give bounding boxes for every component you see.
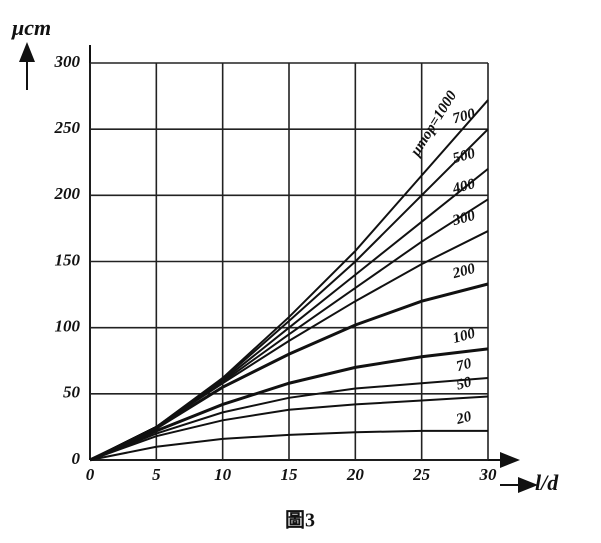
x-tick-label: 25 (412, 465, 431, 484)
x-tick-label: 0 (86, 465, 95, 484)
series-label: 400 (450, 176, 477, 198)
x-tick-label: 5 (152, 465, 161, 484)
series-label: 100 (451, 326, 477, 347)
y-tick-label: 50 (63, 383, 81, 402)
y-tick-label: 0 (72, 449, 81, 468)
x-tick-label: 20 (346, 465, 365, 484)
y-tick-label: 150 (55, 250, 81, 269)
series-label: μтор=1000 (407, 88, 460, 160)
series-line (89, 347, 489, 462)
series-label: 20 (454, 409, 474, 429)
y-tick-label: 100 (55, 317, 81, 336)
series-label: 700 (451, 106, 477, 127)
series-line (89, 429, 488, 461)
series-line (89, 282, 489, 462)
series-label: 50 (455, 374, 474, 393)
series-label: 500 (451, 146, 477, 167)
x-tick-label: 15 (281, 465, 299, 484)
series-label: 300 (450, 208, 477, 230)
x-tick-label: 30 (479, 465, 498, 484)
y-tick-label: 250 (54, 118, 81, 137)
series-line (89, 395, 489, 461)
y-tick-label: 300 (54, 52, 81, 71)
series-line (89, 376, 489, 461)
x-axis-label: l/d (535, 470, 559, 495)
y-axis-label: μст (11, 15, 51, 40)
series-label: 70 (455, 356, 474, 375)
series-label: 200 (450, 261, 477, 283)
y-tick-label: 200 (54, 184, 81, 203)
caption: 圖3 (285, 509, 315, 532)
x-tick-label: 10 (214, 465, 232, 484)
